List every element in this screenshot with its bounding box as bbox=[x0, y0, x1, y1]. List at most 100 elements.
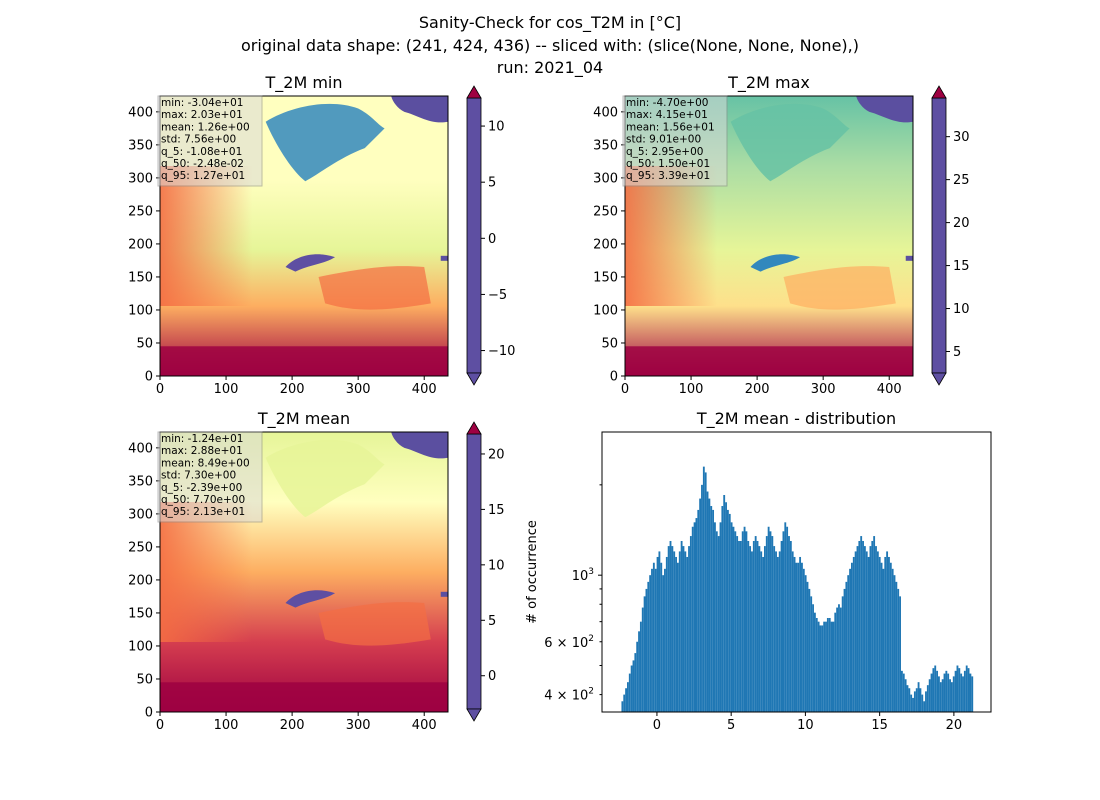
axes-frame bbox=[159, 95, 449, 377]
x-tick-label: 200 bbox=[280, 382, 305, 397]
y-tick-label: 100 bbox=[128, 639, 153, 654]
histogram-bar bbox=[741, 531, 744, 712]
histogram-bar bbox=[701, 484, 703, 712]
stats-line: q_95: 3.39e+01 bbox=[626, 170, 710, 182]
histogram-bar bbox=[938, 676, 940, 712]
histogram-bar bbox=[775, 551, 777, 712]
y-tick-label: 350 bbox=[593, 138, 618, 153]
histogram-bar bbox=[693, 522, 696, 712]
histogram-bar bbox=[721, 506, 724, 712]
colorbar-tick-label: 10 bbox=[488, 558, 505, 573]
histogram-bar bbox=[893, 575, 896, 712]
histogram-bar bbox=[728, 513, 731, 712]
stats-line: q_5: -2.39e+00 bbox=[161, 482, 242, 494]
y-tick-label: 150 bbox=[593, 270, 618, 285]
histogram-bar bbox=[891, 568, 894, 712]
histogram-bar bbox=[641, 607, 644, 712]
histogram-bar bbox=[839, 607, 842, 712]
y-tick-label: 100 bbox=[593, 303, 618, 318]
y-tick-label: 350 bbox=[128, 474, 153, 489]
histogram-bar bbox=[665, 556, 668, 712]
y-tick-base: 4 × 10 bbox=[544, 689, 588, 704]
histogram-bar bbox=[821, 625, 824, 712]
histogram-bar bbox=[778, 551, 781, 712]
colorbar-extend-bottom bbox=[466, 372, 482, 386]
histogram-bar bbox=[745, 531, 748, 712]
y-tick-label: 50 bbox=[136, 336, 153, 351]
histogram-bar bbox=[654, 568, 657, 712]
stats-line: q_95: 1.27e+01 bbox=[161, 170, 245, 182]
colorbar-tick-label: 10 bbox=[488, 120, 505, 135]
stats-line: q_50: 7.70e+00 bbox=[161, 494, 245, 506]
histogram-bar bbox=[743, 526, 746, 712]
y-tick-base: 6 × 10 bbox=[544, 636, 588, 651]
y-tick-label: 103 bbox=[572, 567, 594, 584]
histogram-bar bbox=[819, 625, 822, 712]
histogram-bar bbox=[726, 509, 729, 712]
histogram-bar bbox=[762, 556, 764, 712]
histogram-bar bbox=[856, 546, 859, 712]
y-tick-label: 400 bbox=[593, 105, 618, 120]
histogram-bar bbox=[847, 575, 850, 712]
arctic-region bbox=[856, 96, 913, 123]
panel-title: T_2M max bbox=[727, 73, 810, 93]
x-tick-label: 200 bbox=[745, 382, 770, 397]
histogram-bar bbox=[828, 617, 831, 712]
atlantic-warm-region bbox=[160, 502, 253, 642]
histogram-bar bbox=[771, 536, 774, 712]
histogram-bar bbox=[669, 540, 672, 712]
stats-line: std: 7.56e+00 bbox=[161, 134, 236, 146]
histogram-bar bbox=[623, 694, 626, 712]
histogram-bar bbox=[714, 522, 716, 712]
histogram-bar bbox=[878, 556, 881, 712]
histogram-bar bbox=[730, 522, 733, 712]
histogram-bar bbox=[627, 682, 629, 712]
histogram-bar bbox=[712, 509, 715, 712]
histogram-bar bbox=[886, 551, 889, 712]
histogram-bar bbox=[651, 568, 653, 712]
histogram-bar bbox=[736, 536, 739, 712]
stats-line: mean: 8.49e+00 bbox=[161, 457, 250, 469]
histogram-bar bbox=[767, 526, 770, 712]
x-tick-label: 0 bbox=[621, 382, 629, 397]
x-tick-label: 0 bbox=[653, 718, 661, 733]
stats-line: q_95: 2.13e+01 bbox=[161, 506, 245, 518]
x-tick-label: 300 bbox=[346, 718, 371, 733]
histogram-bar bbox=[817, 621, 820, 712]
x-tick-label: 300 bbox=[811, 382, 836, 397]
histogram-bar bbox=[925, 691, 927, 712]
histogram-bar bbox=[664, 568, 666, 712]
histogram-bar bbox=[636, 641, 639, 712]
y-tick-label: 250 bbox=[593, 204, 618, 219]
stats-line: min: -1.24e+01 bbox=[161, 433, 243, 445]
histogram-bar bbox=[930, 673, 933, 712]
stats-line: std: 9.01e+00 bbox=[626, 134, 701, 146]
histogram-bar bbox=[825, 621, 827, 712]
histogram-bar bbox=[797, 562, 800, 712]
histogram-bar bbox=[882, 568, 885, 712]
histogram-bar bbox=[788, 536, 790, 712]
histogram-bar bbox=[765, 536, 768, 712]
y-tick-base: 10 bbox=[572, 569, 589, 584]
histogram-bar bbox=[921, 694, 924, 712]
histogram-bar bbox=[960, 673, 963, 712]
histogram-bar bbox=[686, 556, 689, 712]
y-tick-label: 200 bbox=[128, 573, 153, 588]
y-tick-label: 250 bbox=[128, 540, 153, 555]
y-tick-label: 50 bbox=[136, 672, 153, 687]
histogram-bar bbox=[802, 568, 805, 712]
histogram-bar bbox=[945, 670, 948, 712]
y-tick-label: 150 bbox=[128, 270, 153, 285]
histogram-bar bbox=[667, 546, 670, 712]
stats-box bbox=[157, 431, 263, 523]
histogram-bar bbox=[823, 621, 826, 712]
caspian-region bbox=[440, 255, 448, 261]
histogram-bar bbox=[949, 679, 951, 712]
histogram-bar bbox=[904, 679, 907, 712]
histogram-bar bbox=[834, 612, 837, 712]
x-tick-label: 15 bbox=[871, 718, 888, 733]
histogram-bar bbox=[706, 491, 709, 712]
histogram-bar bbox=[725, 502, 727, 712]
histogram-bar bbox=[947, 673, 950, 712]
suptitle-line-1: Sanity-Check for cos_T2M in [°C] bbox=[418, 13, 682, 32]
